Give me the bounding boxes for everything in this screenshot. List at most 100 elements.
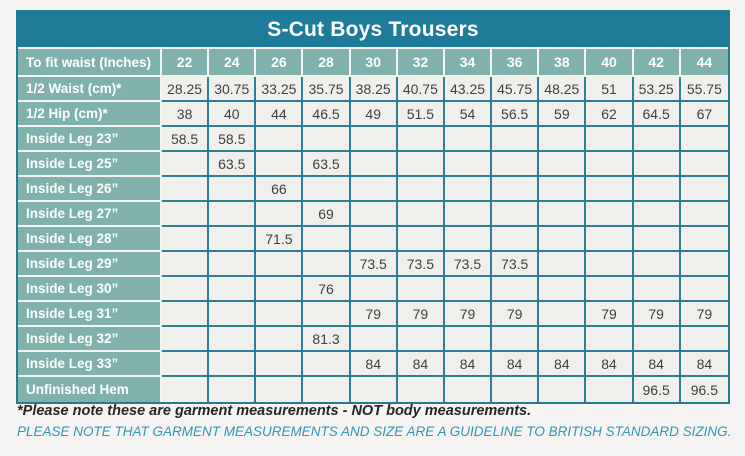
measurement-cell: 45.75 — [492, 77, 540, 102]
measurement-cell — [444, 377, 493, 402]
measurement-cell — [162, 227, 210, 252]
row-label: 1/2 Waist (cm)* — [18, 77, 162, 102]
measurement-cell: 84 — [397, 352, 445, 377]
measurement-cell — [444, 227, 493, 252]
measurement-cell — [209, 302, 257, 327]
measurement-cell — [397, 377, 445, 402]
measurement-cell — [492, 152, 540, 177]
measurement-cell — [492, 227, 540, 252]
measurement-cell: 53.25 — [633, 77, 681, 102]
measurement-cell: 73.5 — [397, 252, 445, 277]
measurement-cell — [350, 152, 398, 177]
table-row: Inside Leg 28” 71.5 — [18, 227, 728, 252]
measurement-cell — [492, 277, 540, 302]
measurement-cell: 58.5 — [162, 127, 210, 152]
measurement-cell — [162, 152, 210, 177]
measurement-cell — [586, 377, 634, 402]
measurement-cell — [209, 277, 257, 302]
measurement-cell — [633, 327, 681, 352]
table-body: 1/2 Waist (cm)* 28.25 30.75 33.25 35.75 38.25… — [18, 77, 728, 402]
row-label: Unfinished Hem — [18, 377, 162, 402]
measurement-cell — [209, 177, 257, 202]
measurement-cell — [492, 127, 540, 152]
measurement-cell — [586, 202, 634, 227]
measurement-cell: 66 — [256, 177, 304, 202]
table-row: Unfinished Hem 96.5 96.5 — [18, 377, 728, 402]
measurement-cell: 79 — [680, 302, 728, 327]
measurement-cell: 49 — [350, 102, 398, 127]
measurement-cell — [586, 252, 634, 277]
measurement-cell — [162, 352, 210, 377]
measurement-cell — [492, 327, 540, 352]
measurement-cell — [256, 127, 304, 152]
measurement-cell — [256, 327, 304, 352]
sizing-guideline-note: PLEASE NOTE THAT GARMENT MEASUREMENTS AN… — [17, 424, 732, 439]
measurement-cell — [397, 277, 445, 302]
measurement-cell — [444, 177, 493, 202]
measurement-cell — [444, 152, 493, 177]
row-label: Inside Leg 29” — [18, 252, 162, 277]
measurement-cell: 84 — [444, 352, 493, 377]
measurement-cell — [162, 302, 210, 327]
measurement-cell — [586, 277, 634, 302]
measurement-cell — [162, 327, 210, 352]
measurement-cell — [680, 127, 728, 152]
table-row: 1/2 Hip (cm)* 38 40 44 46.5 49 51.5 54 56.5 59 62 6… — [18, 102, 728, 127]
measurement-cell: 44 — [256, 102, 304, 127]
measurement-cell — [633, 127, 681, 152]
measurement-cell — [350, 377, 398, 402]
measurement-cell — [397, 177, 445, 202]
measurement-cell: 51.5 — [397, 102, 445, 127]
measurement-cell: 76 — [303, 277, 351, 302]
measurement-cell: 79 — [492, 302, 540, 327]
measurement-cell — [586, 177, 634, 202]
measurement-cell: 79 — [350, 302, 398, 327]
table-row: 1/2 Waist (cm)* 28.25 30.75 33.25 35.75 38.25… — [18, 77, 728, 102]
table-row: Inside Leg 30” 76 — [18, 277, 728, 302]
measurement-cell — [539, 327, 587, 352]
measurement-cell — [256, 152, 304, 177]
size-col-header: 28 — [303, 49, 351, 77]
measurement-cell — [350, 127, 398, 152]
table-row: Inside Leg 32” 81.3 — [18, 327, 728, 352]
measurement-cell — [397, 127, 445, 152]
size-chart-table: S-Cut Boys Trousers To fit waist (Inches… — [16, 10, 730, 404]
measurement-cell: 79 — [633, 302, 681, 327]
size-col-header: 40 — [586, 49, 634, 77]
measurement-cell — [256, 202, 304, 227]
table-head: S-Cut Boys Trousers To fit waist (Inches… — [18, 12, 728, 77]
measurement-cell — [303, 252, 351, 277]
size-col-header: 30 — [350, 49, 398, 77]
measurement-cell — [350, 177, 398, 202]
measurement-cell — [256, 377, 304, 402]
measurement-cell — [397, 202, 445, 227]
measurement-cell: 55.75 — [680, 77, 728, 102]
measurement-cell — [444, 327, 493, 352]
size-col-header: 38 — [539, 49, 587, 77]
measurement-cell — [586, 327, 634, 352]
measurement-cell: 40.75 — [397, 77, 445, 102]
measurement-cell: 84 — [633, 352, 681, 377]
measurement-cell: 35.75 — [303, 77, 351, 102]
measurement-cell — [492, 377, 540, 402]
measurement-cell — [209, 252, 257, 277]
size-col-header: 22 — [162, 49, 210, 77]
measurement-cell — [492, 202, 540, 227]
measurement-cell: 79 — [397, 302, 445, 327]
size-header-row: To fit waist (Inches) 22 24 26 28 30 32 34 36 38… — [18, 49, 728, 77]
waist-header-label: To fit waist (Inches) — [18, 49, 162, 77]
measurement-cell — [680, 152, 728, 177]
measurement-cell: 59 — [539, 102, 587, 127]
garment-measurement-note: *Please note these are garment measureme… — [17, 403, 532, 419]
measurement-cell: 38 — [162, 102, 210, 127]
measurement-cell — [162, 277, 210, 302]
measurement-cell — [162, 252, 210, 277]
table-row: Inside Leg 25” 63.5 63.5 — [18, 152, 728, 177]
measurement-cell: 28.25 — [162, 77, 210, 102]
table-row: Inside Leg 33” 84 84 84 84 84 84 84 84 — [18, 352, 728, 377]
measurement-cell — [397, 227, 445, 252]
table-row: Inside Leg 31” 79 79 79 79 79 79 79 — [18, 302, 728, 327]
measurement-cell: 30.75 — [209, 77, 257, 102]
measurement-cell — [303, 377, 351, 402]
measurement-cell — [680, 327, 728, 352]
